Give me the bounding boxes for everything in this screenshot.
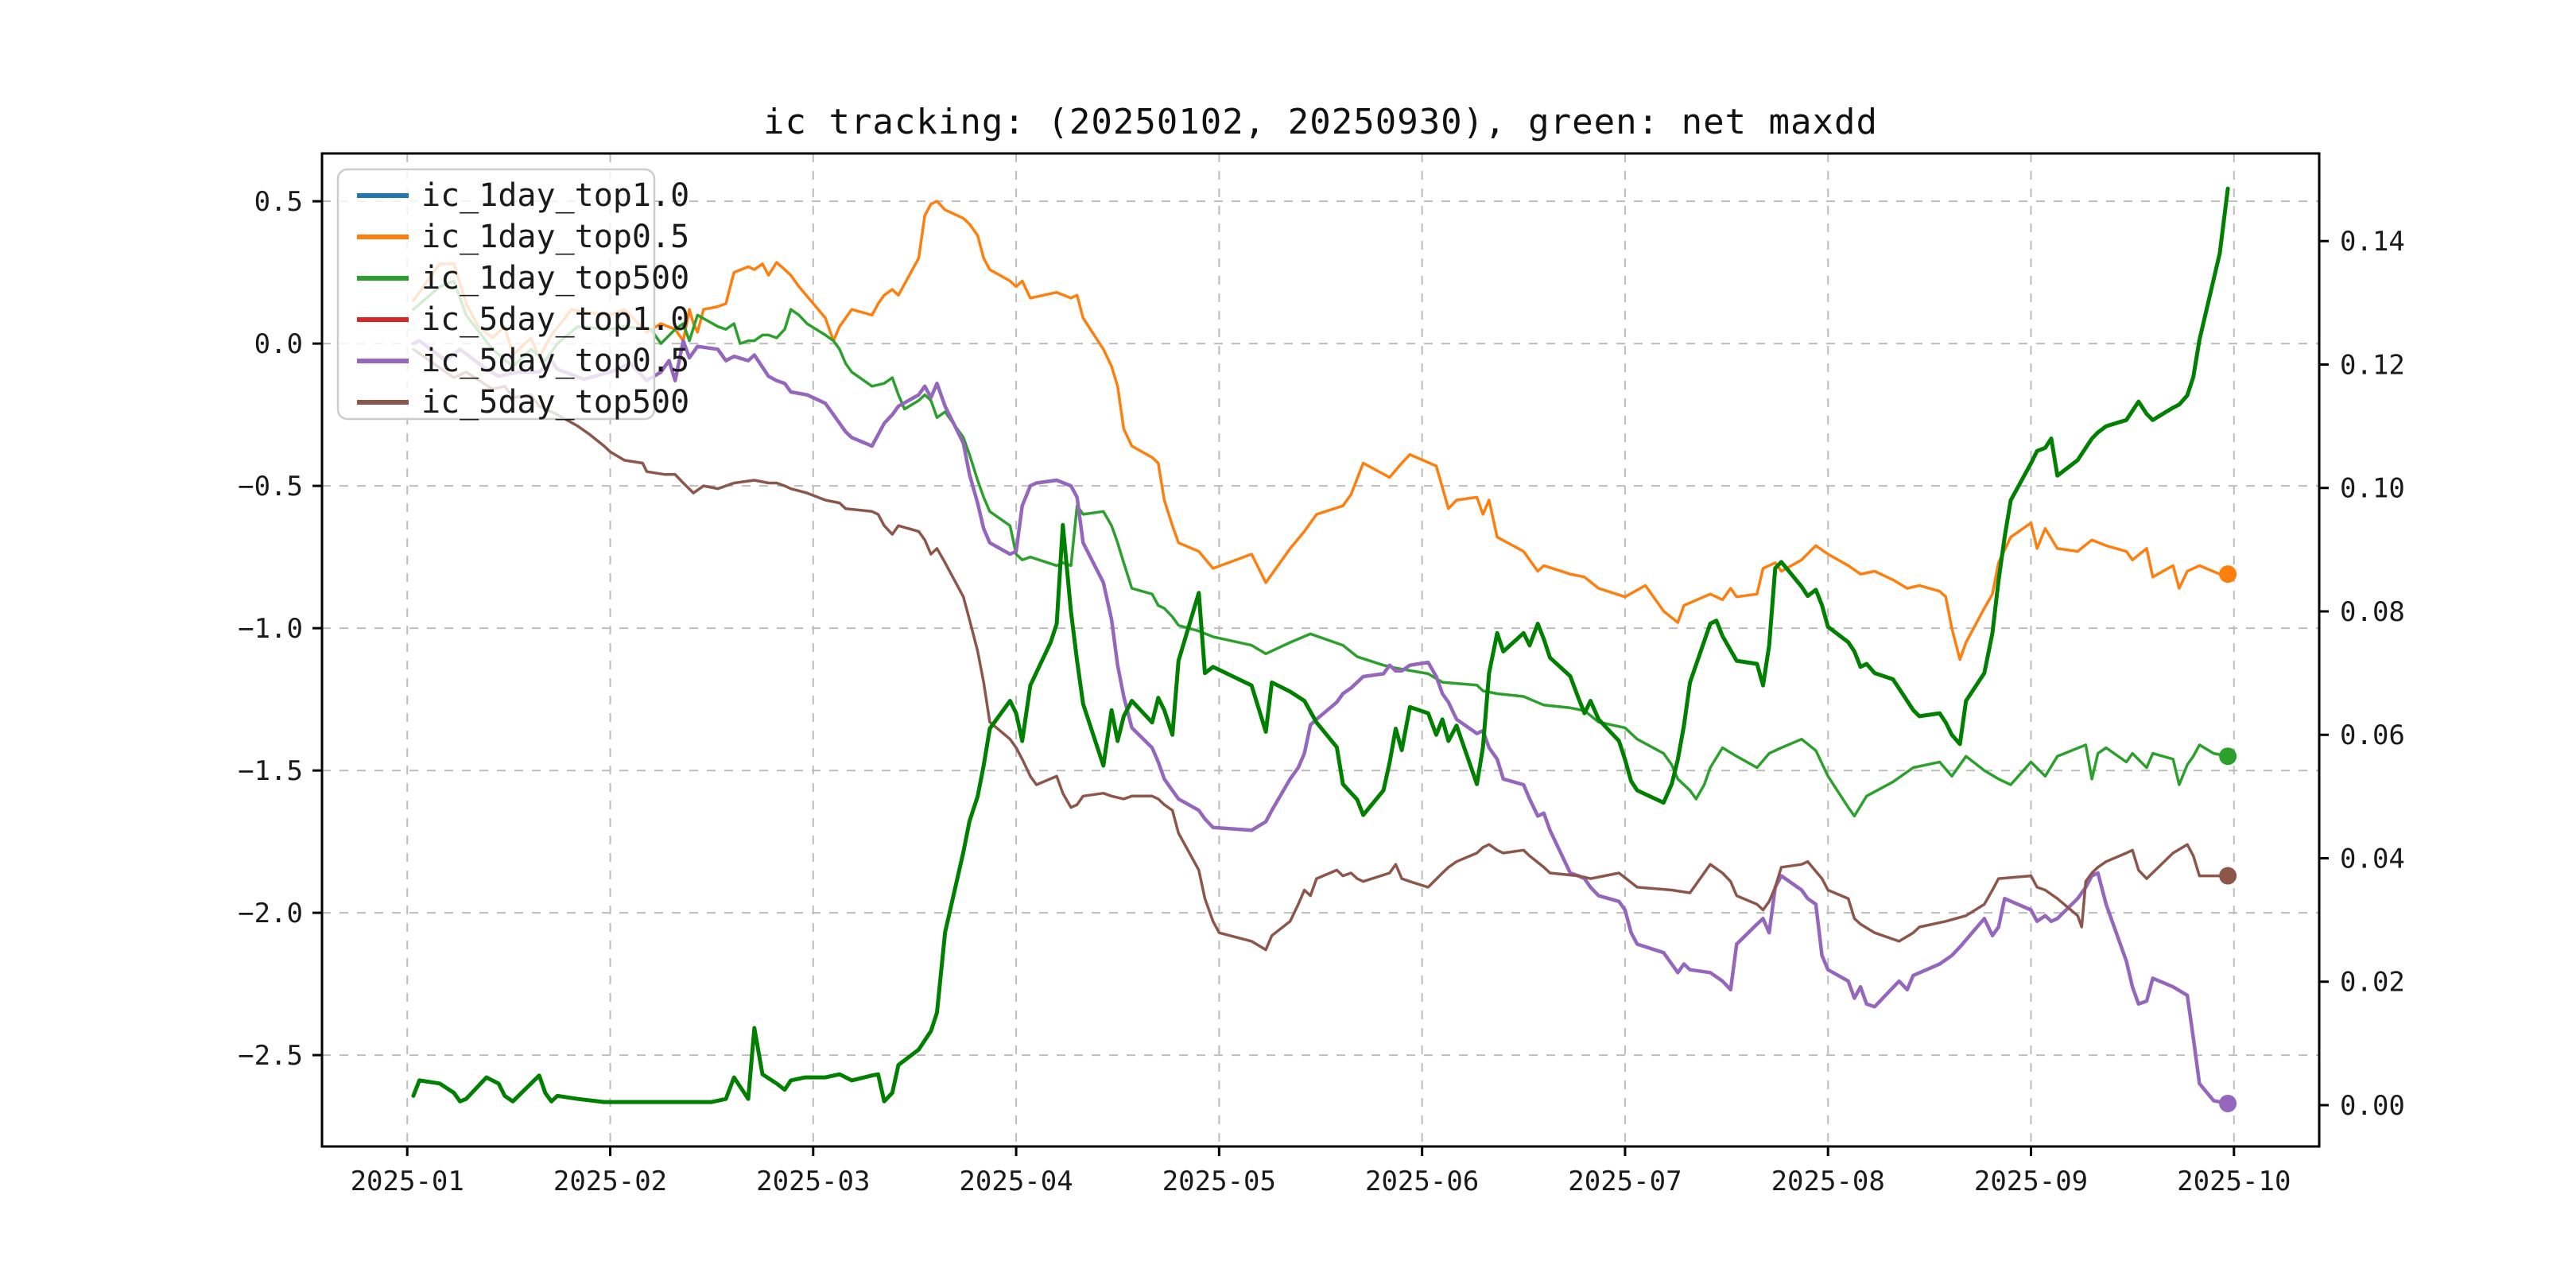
series-end-dot-ic_5day_top0.5 [2219,1094,2237,1112]
x-tick-label: 2025-05 [1162,1166,1276,1197]
y-right-tick-label: 0.12 [2340,349,2405,381]
y-left-tick-label: 0.0 [254,328,303,360]
legend-label-ic_5day_top1.0: ic_5day_top1.0 [421,301,689,338]
x-tick-label: 2025-07 [1568,1166,1682,1197]
y-right-tick-label: 0.02 [2340,967,2405,999]
series-end-dot-ic_5day_top500 [2219,867,2237,885]
x-tick-label: 2025-01 [351,1166,464,1197]
x-tick-label: 2025-03 [756,1166,870,1197]
x-tick-label: 2025-02 [553,1166,667,1197]
y-right-tick-label: 0.06 [2340,720,2405,751]
x-tick-label: 2025-09 [1974,1166,2088,1197]
series-line-ic_1day_top0.5 [412,200,2229,661]
y-left-tick-label: 0.5 [254,186,303,218]
series-line-ic_5day_top500 [412,347,2229,952]
plot-border [320,152,2321,1148]
series-line-ic_1day_top500 [412,279,2229,818]
legend-label-ic_1day_top500: ic_1day_top500 [421,260,689,297]
x-tick-label: 2025-04 [959,1166,1073,1197]
legend-label-ic_1day_top0.5: ic_1day_top0.5 [421,219,689,255]
x-tick-label: 2025-08 [1771,1166,1885,1197]
x-tick-label: 2025-06 [1365,1166,1479,1197]
x-tick-label: 2025-10 [2177,1166,2291,1197]
legend-label-ic_5day_top500: ic_5day_top500 [421,384,689,421]
series-end-dot-ic_1day_top500 [2219,747,2237,766]
series-end-dot-ic_1day_top0.5 [2219,565,2237,584]
y-left-tick-label: −0.5 [238,471,303,502]
series-line-net_maxdd [411,186,2230,1104]
legend-box [336,168,656,421]
chart-title: ic tracking: (20250102, 20250930), green… [762,102,1878,142]
y-right-tick-label: 0.04 [2340,843,2405,875]
legend-label-ic_1day_top1.0: ic_1day_top1.0 [421,177,689,214]
y-right-tick-label: 0.14 [2340,226,2405,258]
y-right-tick-label: 0.08 [2340,596,2405,628]
legend-label-ic_5day_top0.5: ic_5day_top0.5 [421,343,689,379]
y-left-tick-label: −2.5 [238,1040,303,1072]
series-line-ic_5day_top0.5 [411,339,2230,1106]
y-left-tick-label: −2.0 [238,898,303,929]
y-left-tick-label: −1.0 [238,613,303,645]
y-right-tick-label: 0.00 [2340,1090,2405,1122]
y-right-tick-label: 0.10 [2340,473,2405,505]
y-left-tick-label: −1.5 [238,755,303,787]
